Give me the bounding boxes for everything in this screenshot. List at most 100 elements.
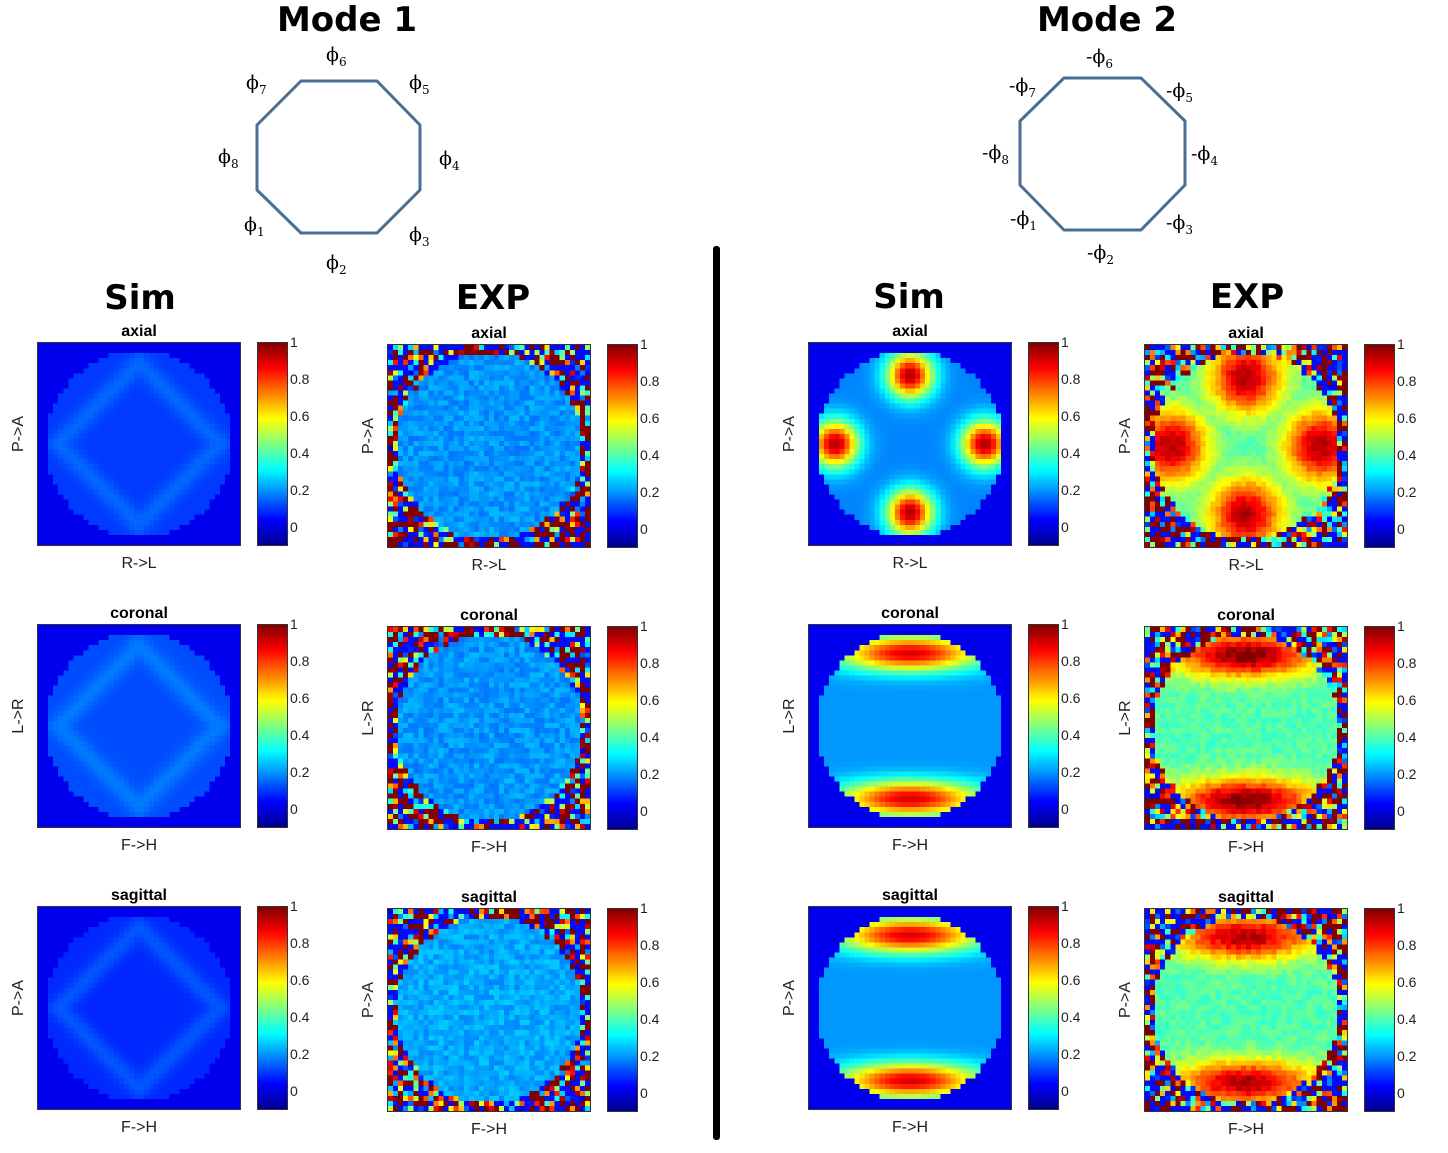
heatmap-cell (109, 444, 114, 449)
heatmap-cell (494, 517, 499, 522)
heatmap-cell (920, 505, 925, 510)
heatmap-cell (834, 540, 839, 545)
heatmap-cell (230, 439, 235, 444)
heatmap-cell (996, 500, 1001, 505)
heatmap-cell (930, 479, 935, 484)
heatmap-cell (230, 510, 235, 515)
heatmap-cell (144, 429, 149, 434)
heatmap-cell (144, 383, 149, 388)
heatmap-cell (464, 426, 469, 431)
heatmap-cell (570, 537, 575, 542)
heatmap-cell (68, 399, 73, 404)
heatmap-cell (190, 520, 195, 525)
mode-2-sim-title: Sim (809, 277, 1009, 317)
heatmap-cell (48, 454, 53, 459)
heatmap-cell (570, 481, 575, 486)
heatmap-cell (94, 444, 99, 449)
heatmap-cell (449, 451, 454, 456)
heatmap-cell (144, 358, 149, 363)
heatmap-cell (996, 495, 1001, 500)
heatmap-cell (479, 532, 484, 537)
heatmap-cell (870, 495, 875, 500)
heatmap-cell (200, 505, 205, 510)
heatmap-cell (124, 373, 129, 378)
heatmap-cell (129, 510, 134, 515)
heatmap-cell (809, 495, 814, 500)
heatmap-cell (418, 436, 423, 441)
heatmap-cell (174, 510, 179, 515)
heatmap-cell (534, 411, 539, 416)
heatmap-cell (109, 419, 114, 424)
heatmap-cell (190, 388, 195, 393)
heatmap-cell (179, 464, 184, 469)
heatmap-cell (550, 537, 555, 542)
heatmap-cell (184, 424, 189, 429)
heatmap-cell (585, 456, 590, 461)
heatmap-cell (169, 500, 174, 505)
heatmap-cell (900, 419, 905, 424)
heatmap-cell (439, 375, 444, 380)
heatmap-cell (114, 439, 119, 444)
heatmap-cell (854, 469, 859, 474)
heatmap-cell (48, 484, 53, 489)
heatmap-cell (78, 489, 83, 494)
heatmap-cell (885, 439, 890, 444)
heatmap-cell (398, 522, 403, 527)
heatmap-cell (865, 383, 870, 388)
heatmap-cell (225, 540, 230, 545)
heatmap-cell (94, 368, 99, 373)
heatmap-cell (159, 530, 164, 535)
heatmap-cell (99, 525, 104, 530)
heatmap-cell (68, 520, 73, 525)
heatmap-cell (940, 484, 945, 489)
heatmap-cell (459, 481, 464, 486)
heatmap-cell (849, 343, 854, 348)
heatmap-cell (403, 436, 408, 441)
heatmap-cell (550, 421, 555, 426)
heatmap-cell (215, 363, 220, 368)
heatmap-cell (966, 500, 971, 505)
heatmap-cell (48, 383, 53, 388)
heatmap-cell (570, 390, 575, 395)
heatmap-cell (484, 456, 489, 461)
heatmap-cell (104, 489, 109, 494)
heatmap-cell (981, 444, 986, 449)
heatmap-cell (38, 358, 43, 363)
heatmap-cell (809, 409, 814, 414)
heatmap-cell (809, 474, 814, 479)
heatmap-cell (439, 527, 444, 532)
heatmap-cell (63, 444, 68, 449)
heatmap-cell (519, 522, 524, 527)
heatmap-cell (154, 399, 159, 404)
heatmap-cell (418, 527, 423, 532)
heatmap-cell (89, 424, 94, 429)
heatmap-cell (910, 424, 915, 429)
heatmap-cell (950, 378, 955, 383)
heatmap-cell (439, 517, 444, 522)
heatmap-cell (43, 409, 48, 414)
heatmap-cell (865, 414, 870, 419)
heatmap-cell (413, 375, 418, 380)
heatmap-cell (164, 373, 169, 378)
heatmap-cell (195, 469, 200, 474)
heatmap-cell (68, 348, 73, 353)
heatmap-cell (865, 409, 870, 414)
heatmap-cell (444, 431, 449, 436)
heatmap-cell (880, 505, 885, 510)
heatmap-cell (860, 500, 865, 505)
heatmap-cell (139, 510, 144, 515)
heatmap-cell (875, 363, 880, 368)
heatmap-cell (73, 525, 78, 530)
heatmap-cell (48, 399, 53, 404)
heatmap-cell (479, 380, 484, 385)
heatmap-cell (865, 348, 870, 353)
heatmap-cell (900, 459, 905, 464)
heatmap-cell (945, 434, 950, 439)
heatmap-cell (58, 489, 63, 494)
heatmap-cell (129, 353, 134, 358)
heatmap-cell (68, 530, 73, 535)
heatmap-cell (89, 358, 94, 363)
heatmap-cell (179, 495, 184, 500)
heatmap-cell (58, 429, 63, 434)
heatmap-cell (104, 409, 109, 414)
